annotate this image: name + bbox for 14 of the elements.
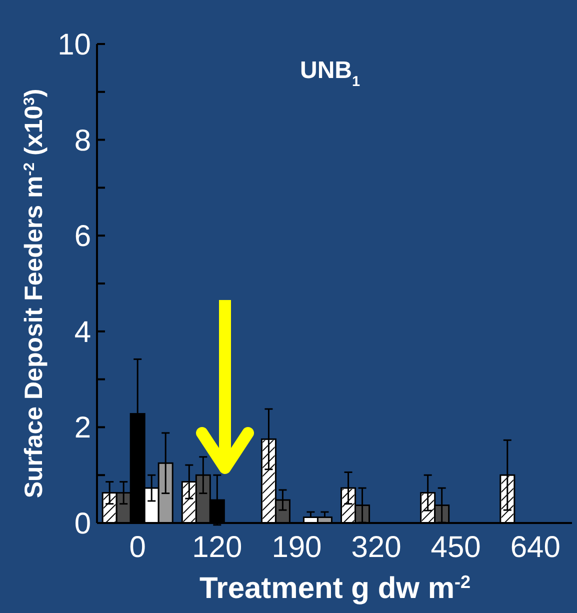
y-tick-label: 8 bbox=[74, 124, 91, 158]
y-tick-label: 10 bbox=[58, 28, 91, 62]
x-tick-label: 120 bbox=[192, 531, 242, 564]
text: UNB$_{1}$ bbox=[300, 57, 360, 90]
x-tick-label: 320 bbox=[351, 531, 402, 564]
x-tick-label: 450 bbox=[430, 531, 481, 564]
y-tick-label: 2 bbox=[74, 412, 91, 445]
x-axis-title: Treatment g dw m$^{-2}$ bbox=[199, 572, 471, 605]
x-tick-label: 640 bbox=[510, 531, 560, 564]
x-tick-label: 190 bbox=[272, 531, 322, 564]
y-tick-label: 0 bbox=[74, 508, 91, 540]
x-tick-label: 0 bbox=[129, 531, 146, 564]
y-tick-label: 4 bbox=[74, 316, 91, 349]
y-tick-label: 6 bbox=[74, 220, 91, 254]
